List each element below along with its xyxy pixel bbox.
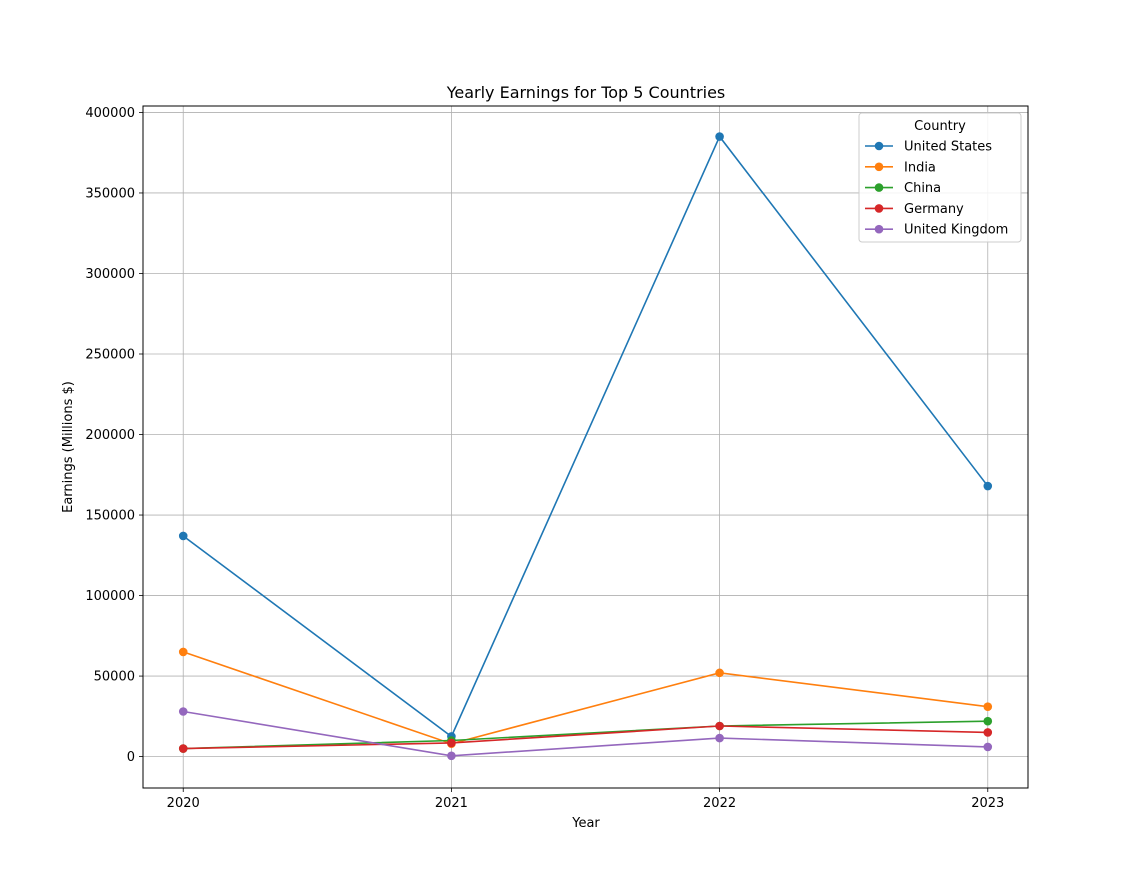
legend-label-germany: Germany xyxy=(904,202,964,217)
legend-entry-united-kingdom: United Kingdom xyxy=(865,223,1008,238)
legend-label-united-kingdom: United Kingdom xyxy=(904,223,1008,238)
y-tick-label: 400000 xyxy=(85,106,135,121)
legend-marker-united-states xyxy=(874,141,884,151)
data-point-germany xyxy=(983,728,993,737)
legend-label-india: India xyxy=(904,160,936,175)
data-point-united-states xyxy=(178,531,188,541)
legend-entry-united-states: United States xyxy=(865,140,992,155)
legend-label-china: China xyxy=(904,181,941,196)
legend-marker-china xyxy=(874,183,884,192)
x-tick-label: 2022 xyxy=(703,796,736,811)
legend-marker-united-kingdom xyxy=(874,224,884,234)
series-line-germany xyxy=(183,725,988,750)
series-line-united-kingdom xyxy=(183,710,988,757)
data-point-united-states xyxy=(715,132,724,141)
grid xyxy=(143,106,1028,788)
series-group xyxy=(178,132,993,761)
y-tick-label: 150000 xyxy=(85,509,135,524)
data-point-germany xyxy=(715,721,724,731)
legend-entry-india: India xyxy=(865,160,936,175)
data-point-germany xyxy=(447,738,456,748)
legend: Country United States India China Germany Un… xyxy=(858,112,1022,243)
series-line-china xyxy=(183,720,988,750)
legend-entry-china: China xyxy=(865,181,941,196)
series-united-kingdom xyxy=(178,707,993,761)
x-tick-label: 2020 xyxy=(167,796,200,811)
legend-marker-india xyxy=(874,162,884,172)
data-point-china xyxy=(983,716,993,726)
y-tick-label: 300000 xyxy=(85,267,135,282)
legend-title: Country xyxy=(914,119,966,134)
data-point-united-kingdom xyxy=(447,751,456,761)
legend-marker-germany xyxy=(874,204,884,213)
y-tick-label: 250000 xyxy=(85,348,135,363)
data-point-united-kingdom xyxy=(983,742,993,752)
legend-label-united-states: United States xyxy=(904,140,992,155)
y-axis-label: Earnings (Millions $) xyxy=(61,381,76,513)
data-point-united-kingdom xyxy=(178,707,188,716)
data-point-india xyxy=(178,647,188,657)
y-tick-label: 50000 xyxy=(94,670,135,685)
series-germany xyxy=(178,721,993,753)
x-axis-label: Year xyxy=(571,816,600,831)
data-point-india xyxy=(983,702,993,711)
data-point-india xyxy=(715,668,724,678)
plot-frame xyxy=(142,105,1029,789)
series-line-india xyxy=(182,651,988,745)
legend-box xyxy=(858,112,1022,243)
data-point-united-states xyxy=(983,481,993,491)
series-line-united-states xyxy=(182,135,989,738)
data-point-united-kingdom xyxy=(715,733,724,743)
chart-title: Yearly Earnings for Top 5 Countries xyxy=(446,83,726,102)
y-tick-label: 350000 xyxy=(85,186,135,201)
y-tick-label: 100000 xyxy=(85,589,135,604)
x-tick-label: 2023 xyxy=(971,796,1004,811)
y-tick-label: 0 xyxy=(127,750,135,765)
x-tick-label: 2021 xyxy=(435,796,468,811)
legend-entry-germany: Germany xyxy=(865,202,964,217)
y-tick-label: 200000 xyxy=(85,428,135,443)
data-point-germany xyxy=(178,744,188,753)
axis-ticks: 2020 2021 2022 2023 0 50000 100000 150000 200000… xyxy=(85,106,1004,811)
